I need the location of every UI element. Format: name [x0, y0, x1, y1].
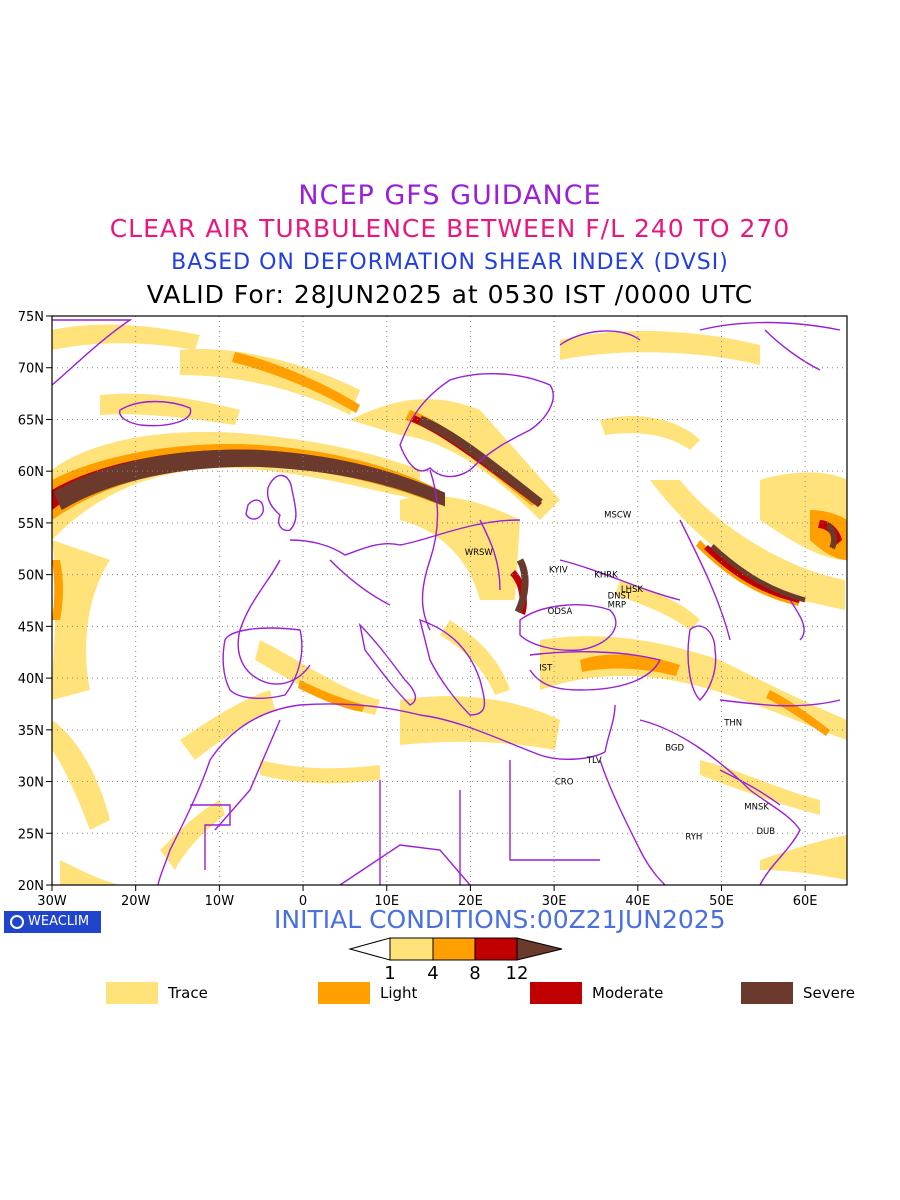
city-label-odsa: ODSA	[548, 607, 573, 617]
colorbar-trace	[389, 937, 434, 961]
colorbar-low-arrow	[348, 937, 391, 961]
turbulence-map: 30W 20W 10W 0 10E 20E 30E 40E 50E 60E 75N 70N 65N 60…	[18, 310, 848, 909]
brand-label: WEACLIM	[28, 914, 90, 929]
city-label-mscw: MSCW	[604, 511, 632, 521]
lon-tick-label: 50E	[709, 894, 734, 909]
city-label-cro: CRO	[555, 778, 574, 788]
valid-time-title: VALID For: 28JUN2025 at 0530 IST /0000 U…	[146, 280, 754, 309]
colorbar-tick: 12	[506, 963, 529, 982]
lat-tick-label: 55N	[18, 517, 44, 532]
lat-tick-label: 50N	[18, 569, 44, 584]
legend-label: Trace	[168, 984, 208, 1002]
city-label-lhsk: LHSK	[621, 585, 644, 595]
lat-tick-label: 75N	[18, 310, 44, 325]
lon-tick-label: 30W	[37, 894, 67, 909]
lat-tick-label: 45N	[18, 620, 44, 635]
longitude-axis: 30W 20W 10W 0 10E 20E 30E 40E 50E 60E	[37, 885, 818, 909]
map-frame	[51, 315, 848, 886]
lat-tick-label: 35N	[18, 724, 44, 739]
legend-swatch	[741, 982, 793, 1004]
lon-tick-label: 10W	[205, 894, 235, 909]
legend-swatch	[318, 982, 370, 1004]
city-label-wrsw: WRSW	[465, 548, 494, 558]
colorbar-tick: 1	[384, 963, 395, 982]
colorbar-light	[432, 937, 476, 961]
title-line-2: CLEAR AIR TURBULENCE BETWEEN F/L 240 TO …	[109, 214, 791, 243]
city-label-khrk: KHRK	[594, 571, 618, 581]
legend-label: Severe	[803, 984, 855, 1002]
lat-tick-label: 30N	[18, 776, 44, 791]
colorbar: 1 4 8 12	[348, 937, 563, 982]
lon-tick-label: 40E	[625, 894, 650, 909]
lon-tick-label: 0	[299, 894, 307, 909]
circle-logo-icon	[10, 915, 24, 929]
lat-tick-label: 60N	[18, 465, 44, 480]
city-label-mnsk: MNSK	[744, 802, 769, 812]
lat-tick-label: 20N	[18, 879, 44, 894]
latitude-axis: 75N 70N 65N 60N 55N 50N 45N 40N 35N 30N 25N 20N	[18, 310, 52, 894]
city-label-kyiv: KYIV	[549, 565, 568, 575]
city-label-mrp: MRP	[608, 601, 626, 611]
severe-areas	[53, 415, 838, 614]
lat-tick-label: 40N	[18, 672, 44, 687]
colorbar-moderate	[474, 937, 518, 961]
title-line-1: NCEP GFS GUIDANCE	[298, 180, 602, 211]
weaclim-badge: WEACLIM	[4, 911, 101, 933]
initial-conditions: INITIAL CONDITIONS:00Z21JUN2025	[274, 905, 726, 934]
city-label-thn: THN	[723, 719, 742, 729]
lon-tick-label: 60E	[793, 894, 818, 909]
legend-label: Light	[380, 984, 418, 1002]
city-label-bgd: BGD	[665, 743, 684, 753]
colorbar-high-arrow	[516, 937, 563, 961]
title-line-3: BASED ON DEFORMATION SHEAR INDEX (DVSI)	[171, 250, 729, 275]
legend-swatch	[106, 982, 158, 1004]
legend-label: Moderate	[592, 984, 664, 1002]
colorbar-tick: 8	[469, 963, 480, 982]
city-label-ist: IST	[539, 664, 553, 674]
lat-tick-label: 25N	[18, 827, 44, 842]
lon-tick-label: 20W	[121, 894, 151, 909]
city-label-dub: DUB	[757, 827, 776, 837]
city-label-dnst: DNST	[608, 591, 632, 601]
legend-swatch	[530, 982, 582, 1004]
coastlines	[52, 319, 841, 885]
lat-tick-label: 70N	[18, 362, 44, 377]
turbulence-fields	[52, 319, 847, 885]
city-label-ryh: RYH	[685, 832, 702, 842]
lon-tick-label: 30E	[542, 894, 567, 909]
lat-tick-label: 65N	[18, 413, 44, 428]
lon-tick-label: 20E	[458, 894, 483, 909]
lon-tick-label: 10E	[374, 894, 399, 909]
colorbar-tick: 4	[427, 963, 438, 982]
city-label-tlv: TLV	[586, 756, 602, 766]
